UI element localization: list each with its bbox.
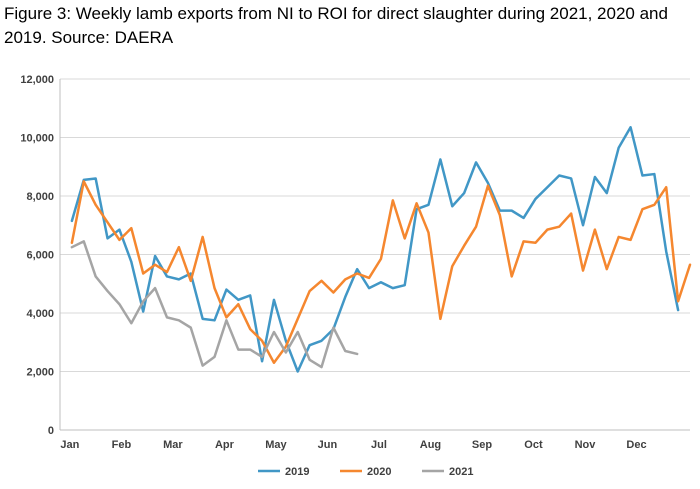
gridlines — [60, 78, 690, 372]
x-tick-label: Jun — [318, 439, 338, 451]
legend: 2019 2020 2021 — [258, 466, 473, 478]
x-tick-label: Aug — [420, 439, 441, 451]
y-tick-label: 12,000 — [20, 74, 54, 86]
x-tick-label: Apr — [215, 439, 235, 451]
legend-label-2020: 2020 — [367, 466, 391, 478]
x-tick-label: Mar — [163, 439, 183, 451]
axes — [59, 79, 690, 431]
x-tick-label: Dec — [626, 439, 646, 451]
y-tick-label: 8,000 — [26, 191, 54, 203]
x-tick-label: Jul — [371, 439, 387, 451]
x-tick-label: Jan — [60, 439, 79, 451]
y-tick-label: 0 — [48, 425, 54, 437]
x-axis-tick-labels: Jan Feb Mar Apr May Jun Jul Aug Sep Oct Nov Dec — [60, 439, 646, 451]
series-lines — [70, 126, 692, 373]
x-tick-label: May — [265, 439, 287, 451]
series-line-2021 — [70, 240, 359, 369]
chart-title: Figure 3: Weekly lamb exports from NI to… — [4, 4, 668, 47]
x-tick-label: Nov — [575, 439, 597, 451]
y-tick-label: 2,000 — [26, 367, 54, 379]
x-tick-label: Feb — [112, 439, 132, 451]
y-tick-label: 6,000 — [26, 250, 54, 262]
series-line-2020 — [70, 180, 692, 364]
y-axis-tick-labels: 0 2,000 4,000 6,000 8,000 10,000 12,000 — [20, 74, 54, 437]
series-line-2019 — [70, 126, 680, 373]
x-tick-label: Sep — [472, 439, 492, 451]
legend-label-2021: 2021 — [449, 466, 473, 478]
y-tick-label: 10,000 — [20, 133, 54, 145]
y-tick-label: 4,000 — [26, 308, 54, 320]
x-tick-label: Oct — [524, 439, 543, 451]
legend-label-2019: 2019 — [285, 466, 309, 478]
